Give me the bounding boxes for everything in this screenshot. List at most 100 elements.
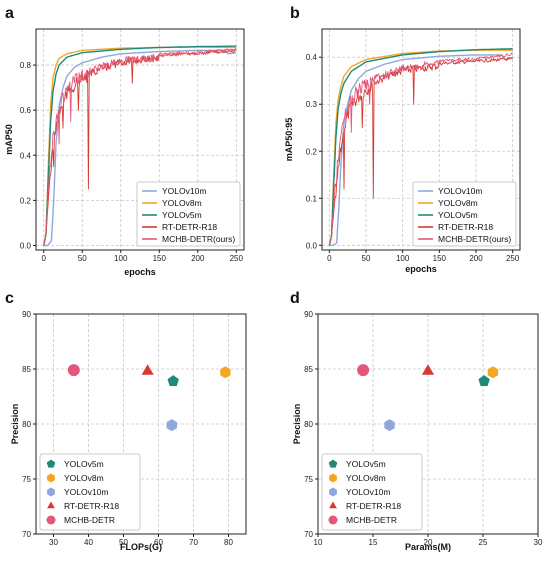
x-tick-label: 100: [396, 254, 410, 263]
x-axis-label: epochs: [124, 267, 156, 277]
panel-letter: d: [290, 290, 300, 307]
x-tick-label: 30: [49, 538, 58, 547]
point-rt-detr-r18: [421, 364, 435, 375]
y-tick-label: 0.1: [306, 194, 318, 203]
series-line-yolov5m: [43, 45, 237, 246]
x-tick-label: 250: [230, 254, 244, 263]
x-tick-label: 20: [424, 538, 433, 547]
panel-d: 10 15 20 25 30 70 75 80 85 90 Params(M) Precision d Y…: [290, 290, 543, 552]
point-mchb-detr: [357, 364, 370, 377]
legend-label: RT-DETR-R18: [64, 501, 119, 511]
legend-swatch: [47, 501, 55, 509]
legend-label: YOLOv10m: [162, 186, 206, 196]
legend-swatch: [46, 515, 56, 525]
x-tick-label: 250: [506, 254, 520, 263]
x-tick-label: 50: [78, 254, 87, 263]
y-tick-label: 80: [22, 420, 31, 429]
legend-label: YOLOv5m: [438, 210, 478, 220]
legend-swatch: [47, 487, 55, 497]
y-axis-label: Precision: [10, 404, 20, 445]
x-tick-label: 15: [369, 538, 378, 547]
legend-swatch: [328, 459, 338, 468]
legend-label: RT-DETR-R18: [346, 501, 401, 511]
panel-a: 0 50 100 150 200 250 0.0 0.2 0.4 0.6 0.8 epochs mAP5…: [4, 5, 245, 277]
y-tick-label: 0.4: [20, 151, 32, 160]
legend-swatch: [47, 473, 55, 483]
x-tick-label: 100: [114, 254, 128, 263]
y-tick-label: 75: [304, 475, 313, 484]
y-tick-label: 90: [304, 310, 313, 319]
legend-swatch: [329, 473, 337, 483]
plot-frame: [35, 28, 245, 251]
y-tick-label: 70: [22, 530, 31, 539]
series-line-rt-detr-r18: [328, 57, 513, 246]
y-tick-label: 0.2: [20, 196, 32, 205]
legend-box: [136, 181, 241, 247]
series-line-yolov5m: [328, 48, 513, 246]
x-tick-label: 30: [534, 538, 543, 547]
y-axis-label: mAP50: [4, 124, 14, 155]
x-axis-label: FLOPs(G): [120, 542, 162, 552]
legend-swatch: [46, 459, 56, 468]
series-line-mchb-detr-ours-: [43, 47, 237, 246]
x-tick-label: 200: [191, 254, 205, 263]
legend-label: YOLOv5m: [162, 210, 202, 220]
point-mchb-detr: [67, 364, 80, 377]
panel-letter: b: [290, 5, 300, 22]
y-tick-label: 75: [22, 475, 31, 484]
x-tick-label: 150: [153, 254, 167, 263]
x-tick-label: 50: [119, 538, 128, 547]
y-tick-label: 0.3: [306, 100, 318, 109]
x-tick-label: 10: [314, 538, 323, 547]
legend-label: YOLOv8m: [346, 473, 386, 483]
x-tick-label: 70: [189, 538, 198, 547]
point-yolov5m: [167, 375, 179, 386]
legend-label: MCHB-DETR: [346, 515, 397, 525]
legend-label: RT-DETR-R18: [162, 222, 217, 232]
x-tick-label: 200: [469, 254, 483, 263]
legend-swatch: [329, 501, 337, 509]
legend-swatch: [329, 487, 337, 497]
point-yolov10m: [166, 419, 177, 432]
legend-label: YOLOv10m: [346, 487, 390, 497]
legend-label: YOLOv8m: [162, 198, 202, 208]
legend-label: YOLOv10m: [438, 186, 482, 196]
panel-b: 0 50 100 150 200 250 0.0 0.1 0.2 0.3 0.4 epochs mAP5…: [284, 5, 521, 274]
legend-label: YOLOv8m: [64, 473, 104, 483]
panel-letter: a: [5, 5, 14, 22]
y-tick-label: 0.2: [306, 147, 318, 156]
panel-c: 30 40 50 60 70 80 70 75 80 85 90 FLOPs(G) Precision c…: [5, 290, 247, 552]
series-line-mchb-detr-ours-: [328, 52, 513, 246]
x-tick-label: 40: [84, 538, 93, 547]
series-line-yolov10m: [329, 54, 513, 246]
legend-label: MCHB-DETR(ours): [438, 234, 511, 244]
x-axis-label: epochs: [405, 264, 437, 274]
y-tick-label: 0.0: [20, 241, 32, 250]
y-tick-label: 90: [22, 310, 31, 319]
x-tick-label: 60: [154, 538, 163, 547]
y-axis-label: mAP50:95: [284, 118, 294, 162]
point-yolov10m: [384, 419, 395, 432]
legend-box: [412, 181, 517, 247]
point-yolov8m: [487, 366, 499, 379]
legend-label: MCHB-DETR(ours): [162, 234, 235, 244]
legend-box: [39, 453, 141, 531]
legend-label: YOLOv5m: [346, 459, 386, 469]
y-tick-label: 85: [22, 365, 31, 374]
x-tick-label: 0: [327, 254, 332, 263]
x-tick-label: 25: [479, 538, 488, 547]
y-tick-label: 70: [304, 530, 313, 539]
x-axis-label: Params(M): [405, 542, 451, 552]
y-axis-label: Precision: [292, 404, 302, 445]
legend-label: MCHB-DETR: [64, 515, 115, 525]
legend-box: [321, 453, 423, 531]
x-tick-label: 150: [433, 254, 447, 263]
panel-letter: c: [5, 290, 14, 307]
y-tick-label: 0.8: [20, 61, 32, 70]
plot-frame: [321, 28, 521, 251]
point-yolov8m: [220, 366, 231, 379]
y-tick-label: 80: [304, 420, 313, 429]
point-rt-detr-r18: [141, 364, 154, 375]
x-tick-label: 80: [224, 538, 233, 547]
legend-label: YOLOv10m: [64, 487, 108, 497]
